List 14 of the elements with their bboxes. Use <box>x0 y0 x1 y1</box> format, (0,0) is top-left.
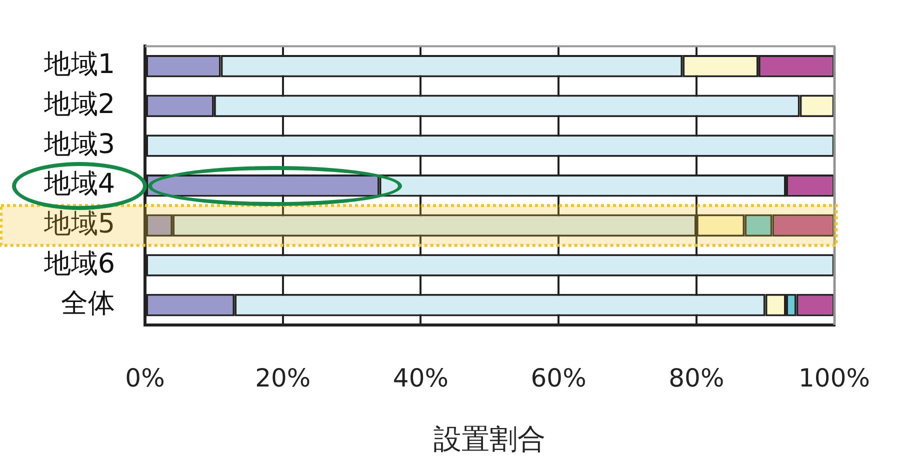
y-tick-label: 地域6 <box>42 248 115 280</box>
y-tick-label: 地域1 <box>42 49 115 80</box>
x-tick-label: 40% <box>392 364 448 392</box>
x-tick-label: 80% <box>668 364 724 392</box>
y-tick-label: 全体 <box>61 288 115 320</box>
y-tick-label: 地域3 <box>42 128 115 160</box>
x-tick-label: 0% <box>125 364 165 392</box>
x-tick-label: 20% <box>255 364 311 392</box>
x-tick-label: 100% <box>798 364 870 392</box>
x-tick-label: 60% <box>530 364 586 392</box>
x-axis-title: 設置割合 <box>434 422 546 456</box>
y-tick-label: 地域5 <box>42 208 115 240</box>
y-tick-label: 地域4 <box>42 168 115 200</box>
y-tick-label: 地域2 <box>42 88 115 120</box>
